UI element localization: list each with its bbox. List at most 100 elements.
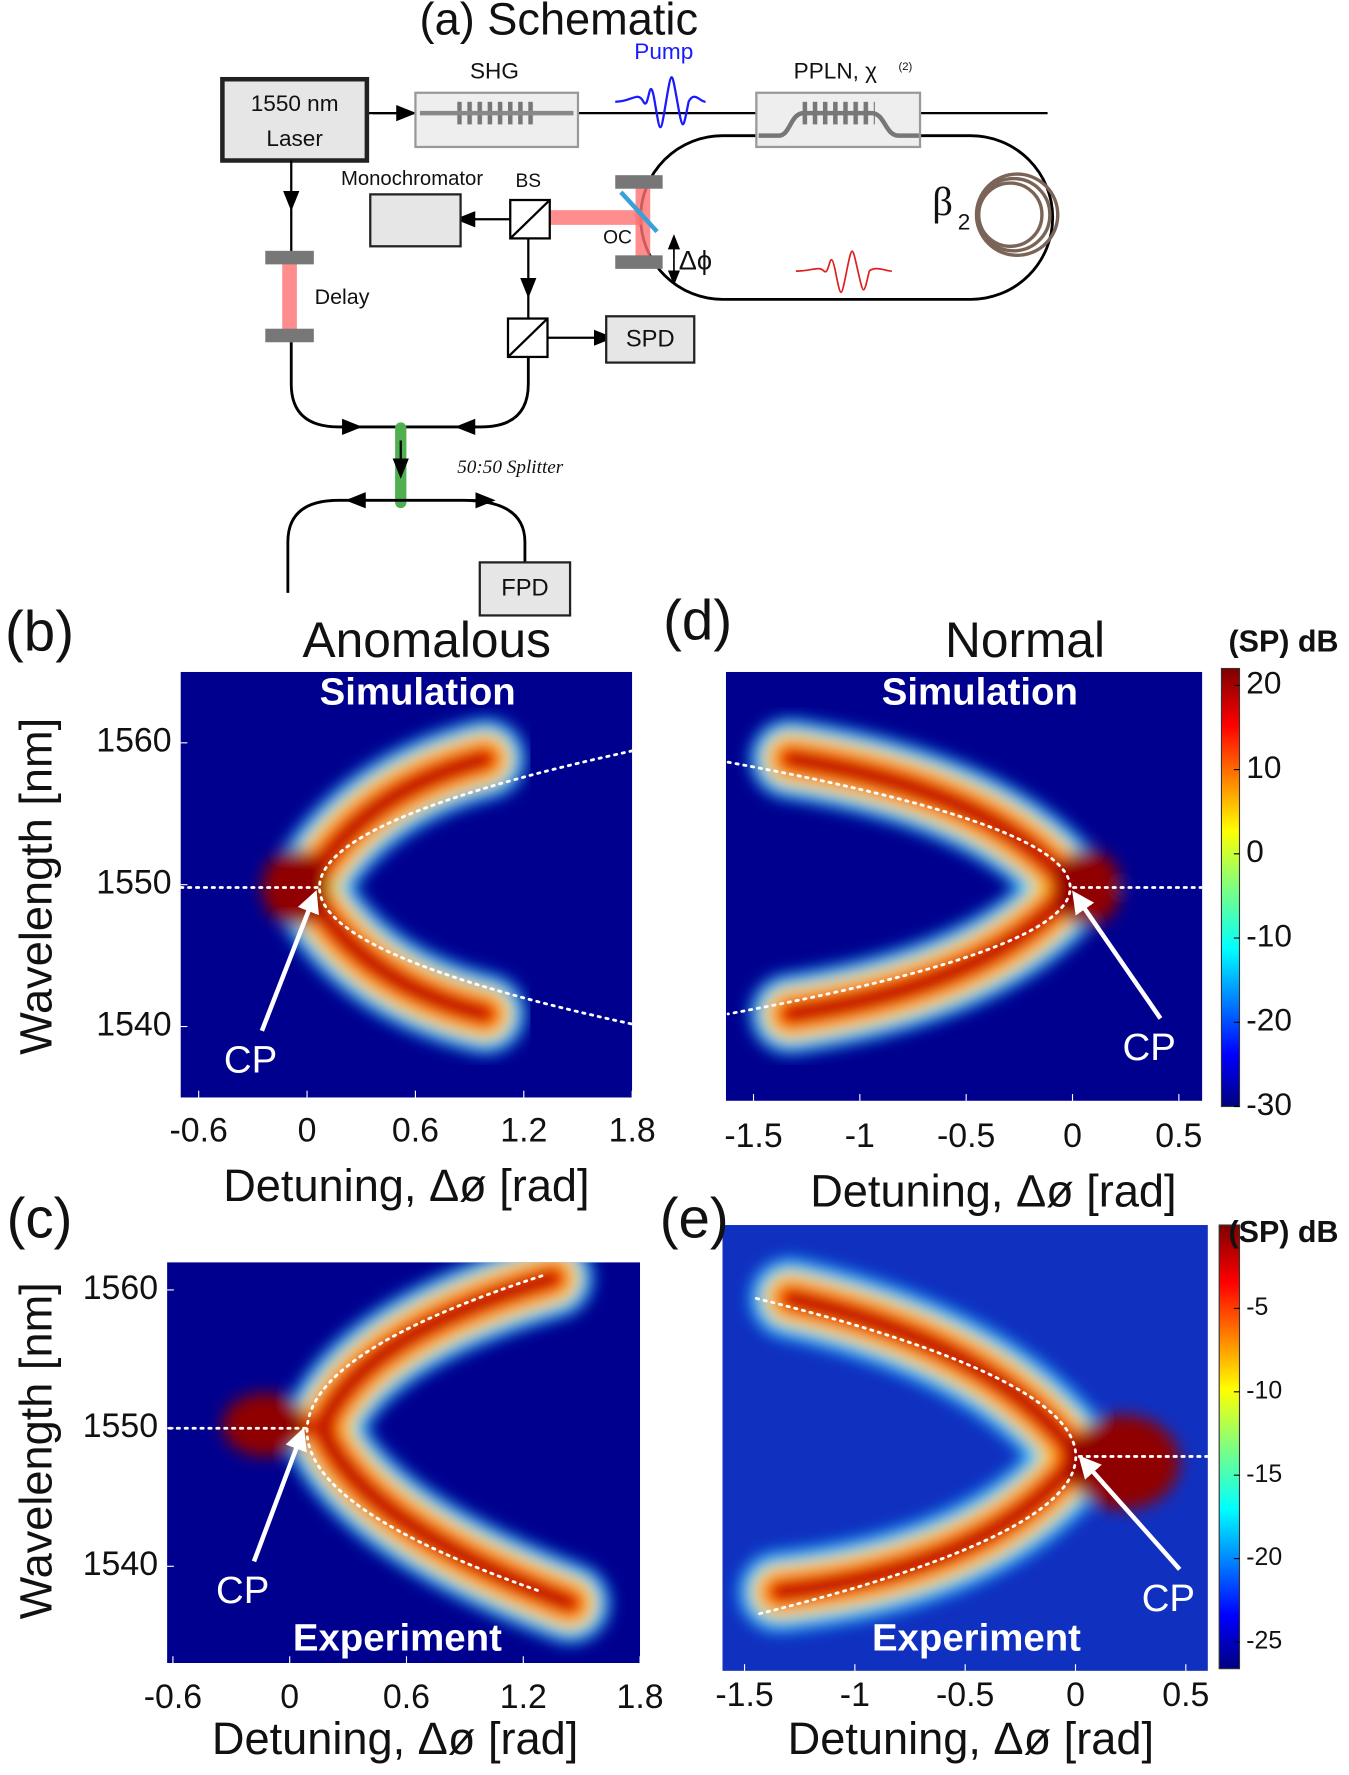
- y-tick-label: 1560: [96, 722, 171, 760]
- cp-label: CP: [224, 1039, 277, 1082]
- beta-label: β: [932, 179, 953, 224]
- cp-label: CP: [216, 1569, 269, 1612]
- heatmap-signal: [222, 1262, 610, 1643]
- colorbar: [1220, 667, 1241, 1108]
- heatmap: [722, 1225, 1208, 1671]
- colorbar-tick-label: -25: [1246, 1628, 1282, 1655]
- x-tick-label: 0.6: [392, 1111, 439, 1149]
- heatmap-band: [314, 1271, 577, 1610]
- x-tick-label: 0.5: [1162, 1676, 1209, 1714]
- delay-label: Delay: [315, 285, 370, 309]
- cp-label: CP: [1123, 1026, 1176, 1069]
- x-tick-label: -1: [845, 1117, 875, 1155]
- panel-annotation: Experiment: [872, 1617, 1081, 1660]
- panel-annotation: Simulation: [320, 671, 516, 714]
- colorbar: [1218, 1224, 1241, 1670]
- pump-label: Pump: [634, 39, 693, 64]
- x-tick-label: 0: [298, 1111, 317, 1149]
- x-tick-label: 1.8: [617, 1678, 664, 1716]
- x-tick-label: -1.5: [715, 1676, 773, 1714]
- cp-label: CP: [1142, 1577, 1195, 1620]
- fpd-box: [478, 561, 572, 617]
- guide-curve: [305, 1274, 544, 1594]
- x-tick-label: 0.5: [1155, 1117, 1202, 1155]
- mirror: [615, 175, 663, 189]
- monochromator-box: [369, 193, 462, 248]
- cp-arrow: [259, 890, 319, 1032]
- grating: [801, 101, 875, 125]
- beam-splitter: [509, 199, 551, 240]
- beam-splitter: [507, 317, 549, 358]
- ppln-label: PPLN, χ: [794, 58, 877, 83]
- heatmap: [725, 671, 1203, 1101]
- panel-annotation: Experiment: [293, 1617, 502, 1660]
- colorbar-tick-label: -20: [1246, 1544, 1282, 1571]
- beam: [282, 259, 297, 335]
- schematic: (a) Schematic 1550 nm Laser SHG Pump PPL…: [220, 0, 1060, 617]
- y-tick-label: 1550: [96, 864, 171, 902]
- x-axis-label: Detuning, Δø [rad]: [212, 1713, 578, 1764]
- panel: (c) Experiment CP -0.6 0 0.6 1.2 1.8 Detuning, Δ…: [7, 1187, 664, 1764]
- panel-title: Anomalous: [302, 612, 550, 668]
- colorbar-tick-label: -20: [1246, 1002, 1292, 1038]
- colorbar-tick-label: 20: [1246, 665, 1281, 701]
- x-tick-label: 0: [280, 1678, 299, 1716]
- shg-label: SHG: [470, 58, 519, 83]
- signal-pulse: [795, 250, 892, 294]
- spd-box: [605, 315, 696, 364]
- panel-label: (c): [7, 1187, 73, 1250]
- guide-curve: [754, 1296, 1078, 1616]
- fiber: [400, 356, 530, 429]
- x-tick-label: -0.6: [144, 1678, 202, 1716]
- x-axis-label: Detuning, Δø [rad]: [810, 1165, 1176, 1216]
- beta-subscript: 2: [958, 210, 971, 235]
- colorbar-tick-label: -15: [1246, 1461, 1282, 1488]
- fpd-label: FPD: [501, 576, 548, 602]
- x-tick-label: -0.5: [937, 1117, 995, 1155]
- heatmap-bg: [180, 671, 633, 1098]
- panel-label: (d): [663, 588, 732, 651]
- x-tick-label: 0: [1066, 1676, 1085, 1714]
- guide-curve: [726, 760, 1072, 1016]
- colorbar-tick-label: 10: [1246, 749, 1281, 785]
- bs-label: BS: [516, 171, 542, 192]
- guide-curve: [318, 749, 633, 1026]
- colorbar-title: (SP) dB: [1229, 625, 1339, 659]
- mirror: [265, 250, 314, 265]
- panel-label: (b): [5, 600, 74, 663]
- laser-label: 1550 nm: [251, 91, 339, 116]
- splitter-label: 50:50 Splitter: [457, 457, 564, 478]
- oc-label: OC: [603, 227, 632, 248]
- mirror: [265, 328, 314, 343]
- heatmap: [180, 671, 633, 1098]
- x-tick-label: 1.8: [609, 1111, 656, 1149]
- x-tick-label: 1.2: [500, 1111, 547, 1149]
- y-tick-label: 1540: [83, 1545, 158, 1583]
- cp-arrow: [1072, 890, 1163, 1020]
- pump-pulse: [615, 76, 706, 129]
- x-axis-label: Detuning, Δø [rad]: [223, 1160, 589, 1211]
- x-tick-label: -0.5: [936, 1676, 994, 1714]
- beam: [550, 210, 644, 225]
- y-tick-label: 1560: [83, 1269, 158, 1307]
- schematic-title: (a) Schematic: [420, 0, 698, 45]
- heatmap-peak: [1066, 1414, 1180, 1510]
- x-axis-label: Detuning, Δø [rad]: [788, 1713, 1154, 1764]
- laser-label: Laser: [266, 126, 323, 151]
- colorbar-tick-label: -10: [1246, 1377, 1282, 1404]
- colorbar-tick-label: -30: [1246, 1086, 1292, 1122]
- y-tick-label: 1550: [83, 1407, 158, 1445]
- colorbar-tick-label: 0: [1246, 833, 1264, 869]
- colorbar-tick-label: -10: [1246, 917, 1292, 953]
- y-axis-label: Wavelength [nm]: [10, 718, 61, 1055]
- delta-phi-label: Δϕ: [679, 244, 712, 275]
- y-axis-label: Wavelength [nm]: [10, 1282, 61, 1619]
- panel-annotation: Simulation: [882, 671, 1078, 714]
- monochromator-label: Monochromator: [341, 168, 483, 190]
- fiber: [286, 498, 527, 593]
- laser-box: [220, 76, 370, 163]
